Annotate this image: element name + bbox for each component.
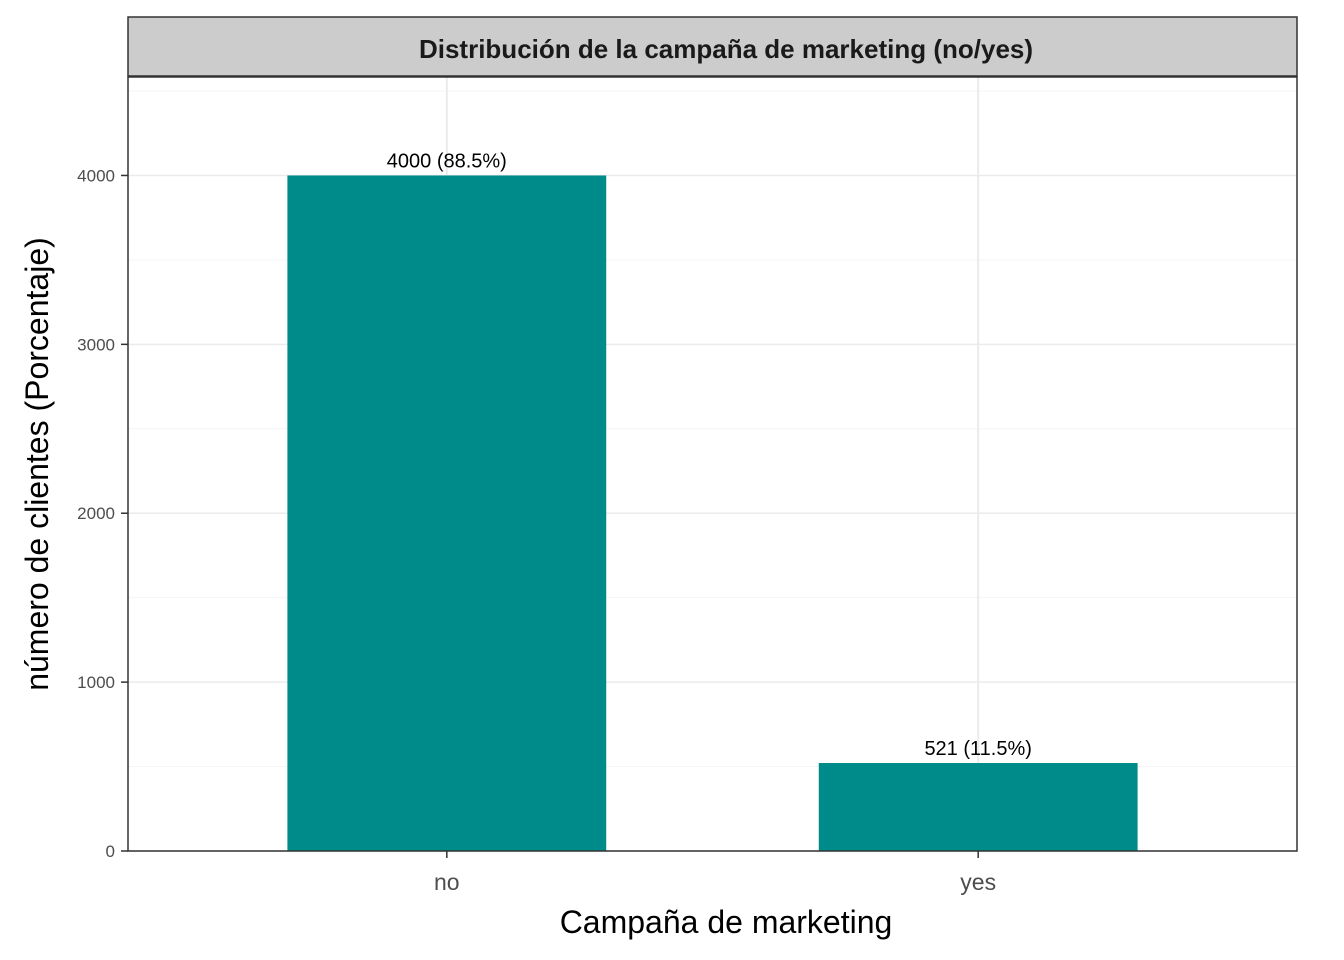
y-tick-label: 3000 xyxy=(77,335,115,354)
title-strip xyxy=(127,16,1298,77)
x-tick-label-no: no xyxy=(434,869,460,895)
y-tick-label: 0 xyxy=(106,842,115,861)
y-tick-label: 1000 xyxy=(77,673,115,692)
bar-label-no: 4000 (88.5%) xyxy=(387,150,507,172)
y-axis-title: número de clientes (Porcentaje) xyxy=(19,237,55,691)
bar-labels: 4000 (88.5%) 521 (11.5%) xyxy=(387,150,1032,760)
bar-no xyxy=(287,175,607,851)
panel-border xyxy=(127,76,1298,852)
bars xyxy=(287,175,1138,851)
x-axis: no yes xyxy=(434,851,996,895)
chart-title: Distribución de la campaña de marketing … xyxy=(419,34,1033,64)
y-tick-label: 4000 xyxy=(77,166,115,185)
x-tick-label-yes: yes xyxy=(960,869,996,895)
x-axis-title: Campaña de marketing xyxy=(560,904,893,940)
bar-label-yes: 521 (11.5%) xyxy=(924,738,1031,760)
bar-yes xyxy=(818,763,1138,851)
y-tick-label: 2000 xyxy=(77,504,115,523)
y-axis: 0 1000 2000 3000 4000 xyxy=(77,166,128,861)
